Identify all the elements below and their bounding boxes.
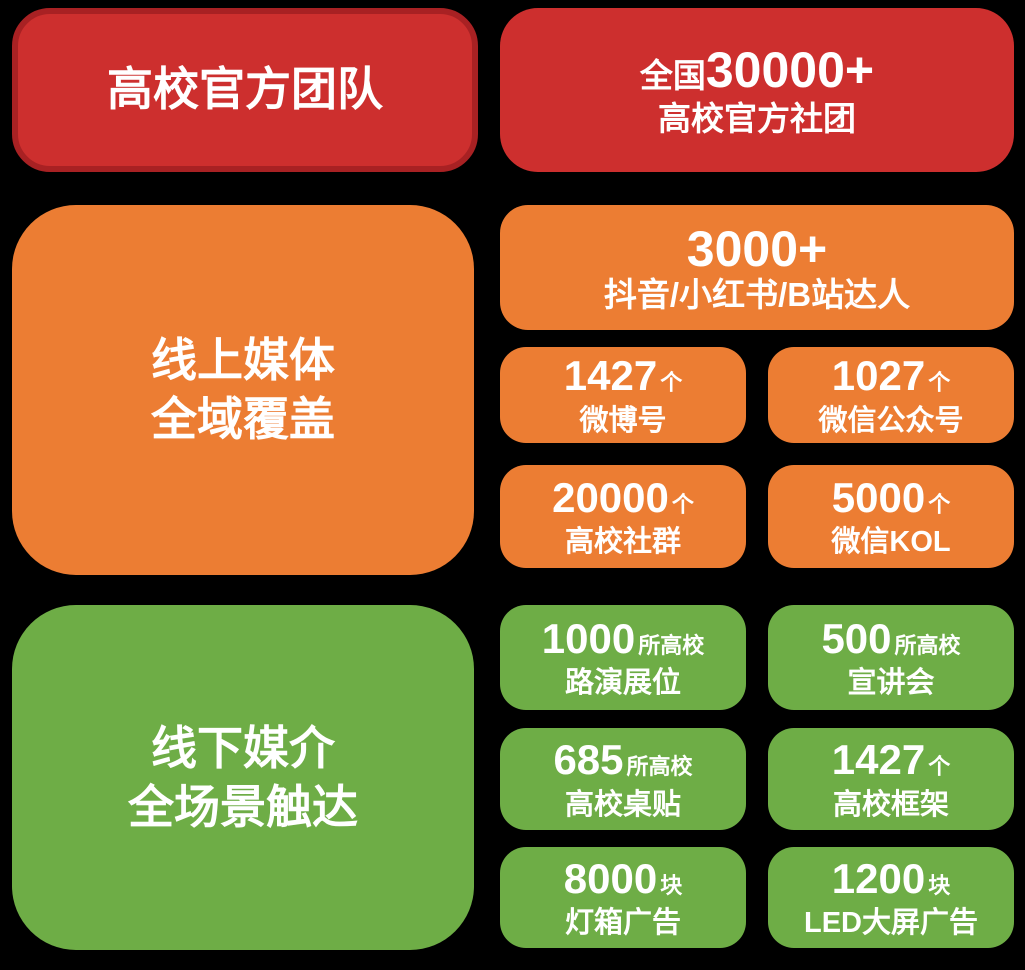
lightbox-unit: 块: [660, 872, 683, 898]
stat-douyin-xhs-bilibili: 3000+ 抖音/小红书/B站达人: [500, 205, 1014, 330]
communities-label: 高校社群: [564, 526, 681, 559]
kol-number-line: 5000 个: [832, 473, 950, 523]
communities-unit: 个: [671, 491, 694, 517]
kol-label: 微信KOL: [831, 526, 951, 559]
info-sessions-number-line: 500 所高校: [821, 614, 960, 664]
lightbox-label: 灯箱广告: [564, 907, 681, 940]
campus-frames-number: 1427: [831, 736, 926, 784]
stat-weibo-accounts: 1427 个 微博号: [500, 347, 746, 443]
wechat-oa-number-line: 1027 个: [832, 351, 950, 401]
info-sessions-label: 宣讲会: [847, 667, 935, 700]
card-online-media: 线上媒体 全域覆盖: [12, 205, 474, 575]
national-clubs-prefix: 全国: [639, 57, 706, 95]
weibo-label: 微博号: [579, 404, 667, 437]
stat-campus-frames: 1427 个 高校框架: [768, 728, 1014, 830]
national-clubs-number: 30000+: [705, 42, 875, 99]
weibo-unit: 个: [660, 370, 683, 396]
offline-title-line1: 线下媒介: [151, 721, 335, 774]
featured-label: 抖音/小红书/B站达人: [603, 275, 911, 313]
kol-unit: 个: [928, 491, 951, 517]
wechat-oa-number: 1027: [831, 352, 926, 400]
wechat-oa-label: 微信公众号: [818, 404, 964, 437]
stat-wechat-official-accounts: 1027 个 微信公众号: [768, 347, 1014, 443]
stat-national-clubs: 全国 30000+ 高校官方社团: [500, 8, 1014, 172]
card-university-official-team: 高校官方团队: [12, 8, 478, 172]
stat-led-screen-ads: 1200 块 LED大屏广告: [768, 847, 1014, 948]
lightbox-number-line: 8000 块: [564, 854, 682, 904]
kol-number: 5000: [831, 473, 926, 521]
led-unit: 块: [928, 872, 951, 898]
info-sessions-number: 500: [821, 614, 892, 662]
desk-stickers-number: 685: [553, 736, 624, 784]
online-title-line2: 全域覆盖: [151, 393, 335, 445]
online-title-line1: 线上媒体: [151, 334, 335, 387]
desk-stickers-label: 高校桌贴: [564, 788, 681, 821]
roadshow-number: 1000: [541, 614, 636, 662]
featured-number: 3000+: [686, 220, 828, 277]
communities-number-line: 20000 个: [552, 473, 694, 523]
offline-title-line2: 全场景触达: [128, 780, 358, 833]
communities-number: 20000: [552, 473, 669, 521]
stat-desk-stickers: 685 所高校 高校桌贴: [500, 728, 746, 830]
led-label: LED大屏广告: [803, 907, 978, 940]
weibo-number: 1427: [563, 352, 658, 400]
national-clubs-number-line: 全国 30000+: [640, 42, 874, 100]
campus-frames-label: 高校框架: [832, 788, 949, 821]
stat-info-sessions: 500 所高校 宣讲会: [768, 605, 1014, 710]
led-number: 1200: [831, 854, 926, 902]
info-sessions-unit: 所高校: [894, 632, 961, 658]
desk-stickers-number-line: 685 所高校: [553, 735, 692, 785]
stat-university-communities: 20000 个 高校社群: [500, 465, 746, 568]
team-title-text: 高校官方团队: [107, 63, 383, 116]
weibo-number-line: 1427 个: [564, 351, 682, 401]
stat-roadshow-booths: 1000 所高校 路演展位: [500, 605, 746, 710]
desk-stickers-unit: 所高校: [626, 754, 693, 780]
roadshow-unit: 所高校: [638, 632, 705, 658]
led-number-line: 1200 块: [832, 854, 950, 904]
roadshow-number-line: 1000 所高校: [542, 614, 704, 664]
card-offline-media: 线下媒介 全场景触达: [12, 605, 474, 950]
lightbox-number: 8000: [563, 854, 658, 902]
stat-wechat-kol: 5000 个 微信KOL: [768, 465, 1014, 568]
national-clubs-label: 高校官方社团: [658, 99, 856, 137]
roadshow-label: 路演展位: [564, 667, 681, 700]
campus-frames-unit: 个: [928, 754, 951, 780]
stat-lightbox-ads: 8000 块 灯箱广告: [500, 847, 746, 948]
wechat-oa-unit: 个: [928, 370, 951, 396]
campus-frames-number-line: 1427 个: [832, 735, 950, 785]
